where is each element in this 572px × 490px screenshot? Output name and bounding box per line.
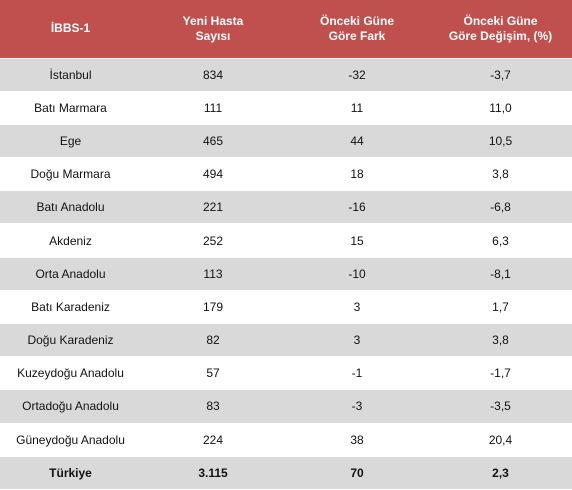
header-region: İBBS-1: [50, 21, 91, 36]
cell-change-pct: 1,7: [429, 289, 572, 324]
cell-change-pct: -1,7: [429, 356, 572, 390]
cell-change-pct: 20,4: [429, 422, 572, 457]
cell-new-cases: 465: [141, 123, 285, 158]
table-row: Batı Karadeniz 179 3 1,7: [0, 289, 572, 324]
cell-region: Doğu Marmara: [0, 157, 141, 191]
cell-region: Ege: [0, 123, 141, 158]
total-diff: 70: [285, 455, 429, 490]
cell-diff: 15: [285, 223, 429, 258]
table-row: İstanbul 834 -32 -3,7: [0, 57, 572, 92]
cell-change-pct: 3,8: [429, 157, 572, 191]
cell-change-pct: 6,3: [429, 223, 572, 258]
cell-diff: 44: [285, 123, 429, 158]
total-change-pct: 2,3: [429, 455, 572, 490]
table-header-row: İBBS-1 Yeni Hasta Sayısı Önceki Güne Gör…: [0, 0, 572, 58]
cell-change-pct: -6,8: [429, 190, 572, 224]
cell-diff: 3: [285, 289, 429, 324]
cell-change-pct: 11,0: [429, 90, 572, 125]
cell-diff: -32: [285, 57, 429, 92]
table-row: Batı Anadolu 221 -16 -6,8: [0, 190, 572, 224]
cell-new-cases: 111: [141, 90, 285, 125]
cell-diff: -1: [285, 356, 429, 390]
cell-new-cases: 113: [141, 256, 285, 291]
cell-region: Batı Karadeniz: [0, 289, 141, 324]
total-row: Türkiye 3.115 70 2,3: [0, 455, 572, 490]
cell-new-cases: 83: [141, 389, 285, 424]
table-row: Doğu Karadeniz 82 3 3,8: [0, 322, 572, 357]
total-new-cases: 3.115: [141, 455, 285, 490]
header-diff: Önceki Güne Göre Fark: [319, 13, 395, 43]
cell-change-pct: 10,5: [429, 123, 572, 158]
cell-change-pct: 3,8: [429, 322, 572, 357]
cell-diff: -10: [285, 256, 429, 291]
cell-region: Doğu Karadeniz: [0, 322, 141, 357]
cell-region: Batı Marmara: [0, 90, 141, 125]
table-row: Ege 465 44 10,5: [0, 123, 572, 158]
table-row: Orta Anadolu 113 -10 -8,1: [0, 256, 572, 291]
cell-region: Akdeniz: [0, 223, 141, 258]
cell-diff: -16: [285, 190, 429, 224]
table-row: Kuzeydoğu Anadolu 57 -1 -1,7: [0, 356, 572, 390]
cell-diff: 38: [285, 422, 429, 457]
table-row: Ortadoğu Anadolu 83 -3 -3,5: [0, 389, 572, 424]
cell-diff: 3: [285, 322, 429, 357]
cell-new-cases: 57: [141, 356, 285, 390]
cell-region: Ortadoğu Anadolu: [0, 389, 141, 424]
cell-new-cases: 252: [141, 223, 285, 258]
cell-region: Kuzeydoğu Anadolu: [0, 356, 141, 390]
cell-new-cases: 494: [141, 157, 285, 191]
cell-new-cases: 221: [141, 190, 285, 224]
table-row: Doğu Marmara 494 18 3,8: [0, 157, 572, 191]
table-row: Batı Marmara 111 11 11,0: [0, 90, 572, 125]
cell-region: İstanbul: [0, 57, 141, 92]
cell-region: Batı Anadolu: [0, 190, 141, 224]
cell-diff: -3: [285, 389, 429, 424]
header-new-cases: Yeni Hasta Sayısı: [182, 13, 244, 43]
table-row: Akdeniz 252 15 6,3: [0, 223, 572, 258]
cell-new-cases: 834: [141, 57, 285, 92]
header-change-pct: Önceki Güne Göre Değişim, (%): [448, 13, 553, 43]
cell-diff: 11: [285, 90, 429, 125]
cell-change-pct: -3,7: [429, 57, 572, 92]
cell-new-cases: 224: [141, 422, 285, 457]
total-label: Türkiye: [0, 455, 141, 490]
cell-new-cases: 179: [141, 289, 285, 324]
cell-diff: 18: [285, 157, 429, 191]
cell-change-pct: -8,1: [429, 256, 572, 291]
cell-change-pct: -3,5: [429, 389, 572, 424]
cell-region: Orta Anadolu: [0, 256, 141, 291]
table-row: Güneydoğu Anadolu 224 38 20,4: [0, 422, 572, 457]
cell-new-cases: 82: [141, 322, 285, 357]
cell-region: Güneydoğu Anadolu: [0, 422, 141, 457]
